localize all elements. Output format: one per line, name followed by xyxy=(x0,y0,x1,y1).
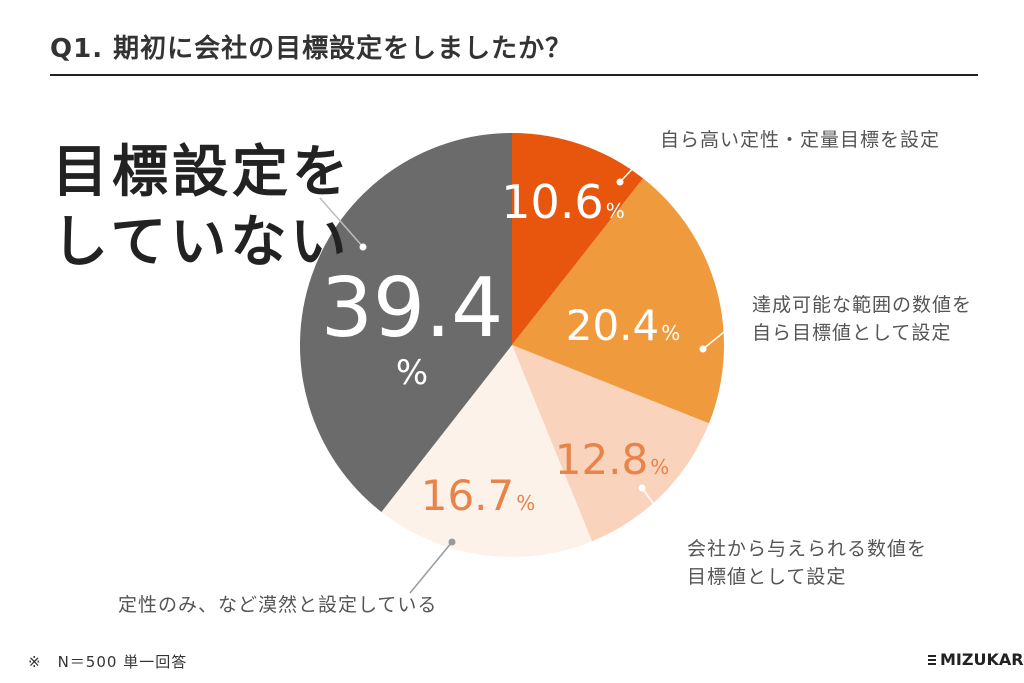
pie-slice-not-set xyxy=(300,133,512,513)
pie-slice-vague-qualitative xyxy=(381,345,592,557)
callout-slice-3-line-1: 会社から与えられる数値を xyxy=(687,538,928,560)
value-label-achievable-numeric: 20.4% xyxy=(566,301,681,350)
leader-line-achievable-numeric xyxy=(702,314,746,350)
value-label-high-goal: 10.6% xyxy=(501,175,624,229)
callout-slice-2-line-1: 達成可能な範囲の数値を xyxy=(752,294,973,316)
callout-slice-4: 定性のみ、など漠然と設定している xyxy=(118,591,437,619)
leader-line-not-set xyxy=(319,197,364,248)
callout-slice-4-text: 定性のみ、など漠然と設定している xyxy=(118,594,438,616)
brand-name: MIZUKARA xyxy=(940,650,1024,669)
brand-logo: MIZUKARA xyxy=(928,650,1024,669)
highlight-line-2: していない xyxy=(52,210,351,275)
callout-slice-2: 達成可能な範囲の数値を 自ら目標値として設定 xyxy=(752,291,972,347)
brand-mark-icon xyxy=(928,653,936,667)
pie-slice-high-goal xyxy=(512,133,644,345)
chart-title: Q1. 期初に会社の目標設定をしましたか？ xyxy=(50,34,573,64)
title-divider xyxy=(50,74,978,76)
value-unit-not-set: % xyxy=(396,353,428,393)
leader-dot-vague-qualitative xyxy=(448,538,456,546)
leader-dot-company-given xyxy=(638,484,646,492)
callout-slice-2-line-2: 自ら目標値として設定 xyxy=(752,322,952,344)
highlight-line-1: 目標設定を xyxy=(52,140,352,205)
leader-dot-not-set xyxy=(359,243,367,251)
callout-slice-3-line-2: 目標値として設定 xyxy=(687,566,847,588)
pie-slice-achievable-numeric xyxy=(512,178,724,424)
leader-line-company-given xyxy=(641,487,681,541)
footnote: ※ N＝500 単一回答 xyxy=(28,653,188,671)
leader-dot-achievable-numeric xyxy=(699,345,707,353)
callout-slice-3: 会社から与えられる数値を 目標値として設定 xyxy=(687,535,927,591)
leader-line-high-goal xyxy=(619,144,656,183)
callout-slice-1: 自ら高い定性・定量目標を設定 xyxy=(660,126,940,154)
pie-slice-company-given xyxy=(512,345,709,542)
callout-slice-1-text: 自ら高い定性・定量目標を設定 xyxy=(660,129,941,151)
leader-dot-high-goal xyxy=(616,178,624,186)
value-label-vague-qualitative: 16.7% xyxy=(421,471,536,520)
highlight-label: 目標設定を していない xyxy=(52,138,352,278)
value-label-not-set: 39.4 xyxy=(321,261,504,356)
value-label-company-given: 12.8% xyxy=(555,435,670,484)
leader-line-vague-qualitative xyxy=(409,541,453,594)
